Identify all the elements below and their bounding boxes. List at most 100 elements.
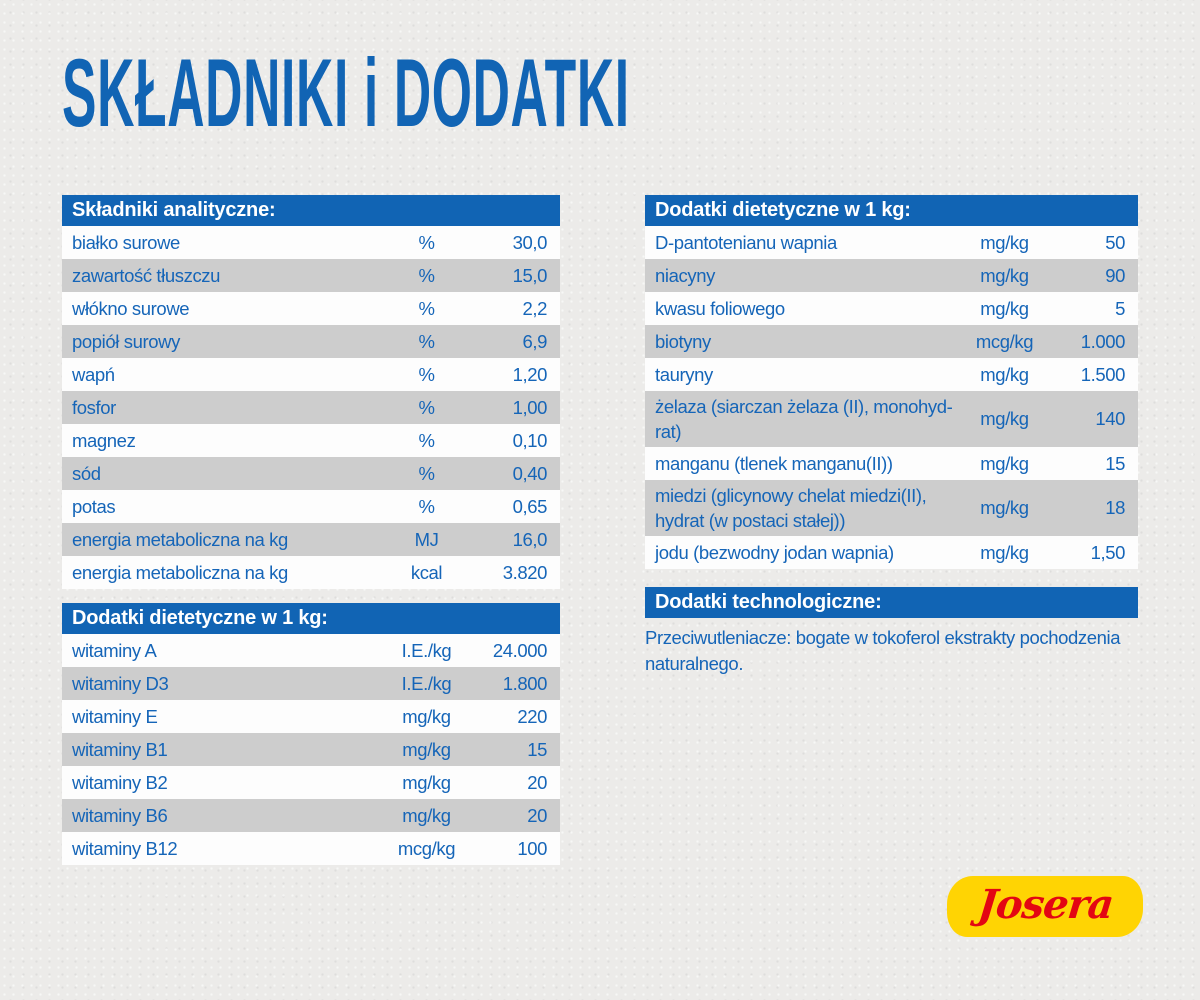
row-unit: kcal — [410, 561, 443, 583]
row-unit: % — [418, 396, 435, 418]
dietary-additives-left-table: Dodatki dietetyczne w 1 kg: witaminy A I.… — [62, 603, 560, 865]
table-row: witaminy E mg/kg 220 — [62, 700, 560, 733]
row-value: 0,65 — [512, 495, 548, 517]
row-value: 2,2 — [522, 297, 547, 319]
row-unit: % — [418, 429, 435, 451]
row-value: 20 — [527, 804, 547, 826]
row-unit: mg/kg — [402, 738, 451, 760]
analytical-table-header: Składniki analityczne: — [62, 195, 560, 226]
row-label: energia metaboliczna na kg — [72, 529, 288, 550]
row-label: wapń — [72, 364, 115, 385]
row-label: jodu (bezwodny jodan wapnia) — [655, 542, 894, 563]
table-row: potas% 0,65 — [62, 490, 560, 523]
row-unit: mg/kg — [402, 705, 451, 727]
row-value: 1.800 — [502, 672, 548, 694]
row-value: 140 — [1095, 408, 1125, 429]
row-label: magnez — [72, 430, 136, 451]
row-unit: % — [418, 231, 435, 253]
row-value: 0,40 — [512, 462, 548, 484]
right-column: Dodatki dietetyczne w 1 kg: D-pantotenia… — [645, 195, 1138, 677]
table-row: D-pantotenianu wapnia mg/kg 50 — [645, 226, 1138, 259]
row-unit: I.E./kg — [401, 672, 452, 694]
row-unit: mg/kg — [980, 408, 1029, 429]
row-label: włókno surowe — [72, 298, 190, 319]
table-row: sód% 0,40 — [62, 457, 560, 490]
table-row: włókno surowe% 2,2 — [62, 292, 560, 325]
row-unit: mg/kg — [402, 804, 451, 826]
row-value: 90 — [1105, 264, 1125, 286]
row-unit: mcg/kg — [975, 330, 1034, 352]
row-unit: mg/kg — [980, 231, 1029, 253]
row-label: żelaza (siarczan żelaza (II), monohyd- r… — [655, 396, 953, 442]
row-label: sód — [72, 463, 101, 484]
row-label: fosfor — [72, 397, 116, 418]
row-value: 0,10 — [512, 429, 548, 451]
row-unit: % — [418, 462, 435, 484]
table-row: manganu (tlenek manganu(II)) mg/kg 15 — [645, 447, 1138, 480]
row-label: biotyny — [655, 331, 711, 352]
dietary-additives-right-table: Dodatki dietetyczne w 1 kg: D-pantotenia… — [645, 195, 1138, 569]
row-unit: % — [418, 264, 435, 286]
row-label: miedzi (glicynowy chelat miedzi(II), hyd… — [655, 485, 927, 531]
row-value: 16,0 — [512, 528, 548, 550]
dietary-right-table-body: D-pantotenianu wapnia mg/kg 50 niacyny mg/kg… — [645, 226, 1138, 569]
row-label: witaminy E — [72, 706, 158, 727]
row-value: 1,00 — [512, 396, 548, 418]
row-label: witaminy B2 — [72, 772, 168, 793]
row-unit: % — [418, 363, 435, 385]
row-value: 20 — [527, 771, 547, 793]
josera-logo: Josera — [947, 876, 1143, 937]
row-value: 30,0 — [512, 231, 548, 253]
row-value: 1.000 — [1080, 330, 1126, 352]
dietary-left-table-header: Dodatki dietetyczne w 1 kg: — [62, 603, 560, 634]
table-row: witaminy B2 mg/kg 20 — [62, 766, 560, 799]
technological-text: Przeciwutleniacze: bogate w tokoferol ek… — [645, 627, 1121, 674]
table-row: fosfor% 1,00 — [62, 391, 560, 424]
row-unit: mg/kg — [980, 363, 1029, 385]
row-unit: mg/kg — [980, 297, 1029, 319]
row-unit: % — [418, 495, 435, 517]
row-value: 100 — [517, 837, 547, 859]
row-label: białko surowe — [72, 232, 180, 253]
row-label: tauryny — [655, 364, 713, 385]
row-value: 5 — [1115, 297, 1125, 319]
row-label: zawartość tłuszczu — [72, 265, 221, 286]
table-row: jodu (bezwodny jodan wapnia) mg/kg 1,50 — [645, 536, 1138, 569]
row-label: witaminy B12 — [72, 838, 178, 859]
table-row: tauryny mg/kg 1.500 — [645, 358, 1138, 391]
row-unit: % — [418, 297, 435, 319]
josera-logo-text: Josera — [975, 880, 1116, 928]
row-unit: I.E./kg — [401, 639, 452, 661]
row-value: 3.820 — [502, 561, 548, 583]
table-row: witaminy B1 mg/kg 15 — [62, 733, 560, 766]
row-value: 1.500 — [1080, 363, 1126, 385]
row-unit: mg/kg — [402, 771, 451, 793]
row-unit: mcg/kg — [397, 837, 456, 859]
table-row: witaminy B6 mg/kg 20 — [62, 799, 560, 832]
analytical-table-body: białko surowe% 30,0 zawartość tłuszczu% 15,… — [62, 226, 560, 589]
row-label: witaminy A — [72, 640, 157, 661]
table-row: witaminy D3 I.E./kg 1.800 — [62, 667, 560, 700]
table-row: wapń% 1,20 — [62, 358, 560, 391]
technological-additives-section: Dodatki technologiczne: Przeciwutleniacz… — [645, 587, 1138, 677]
dietary-right-table-header: Dodatki dietetyczne w 1 kg: — [645, 195, 1138, 226]
row-label: popiół surowy — [72, 331, 180, 352]
table-row: witaminy B12 mcg/kg 100 — [62, 832, 560, 865]
table-row: białko surowe% 30,0 — [62, 226, 560, 259]
row-value: 15 — [1105, 452, 1125, 474]
row-unit: mg/kg — [980, 497, 1029, 518]
table-row: energia metaboliczna na kg MJ 16,0 — [62, 523, 560, 556]
table-row: żelaza (siarczan żelaza (II), monohyd- r… — [645, 391, 1138, 447]
row-label: energia metaboliczna na kg — [72, 562, 288, 583]
table-row: miedzi (glicynowy chelat miedzi(II), hyd… — [645, 480, 1138, 536]
table-row: biotyny mcg/kg 1.000 — [645, 325, 1138, 358]
row-label: witaminy D3 — [72, 673, 169, 694]
row-value: 50 — [1105, 231, 1125, 253]
row-value: 1,20 — [512, 363, 548, 385]
row-value: 15 — [527, 738, 547, 760]
page-title: SKŁADNIKI i DODATKI — [62, 40, 630, 148]
table-row: popiół surowy% 6,9 — [62, 325, 560, 358]
table-row: zawartość tłuszczu% 15,0 — [62, 259, 560, 292]
left-column: Składniki analityczne: białko surowe% 30,… — [62, 195, 560, 879]
table-row: energia metaboliczna na kg kcal 3.820 — [62, 556, 560, 589]
